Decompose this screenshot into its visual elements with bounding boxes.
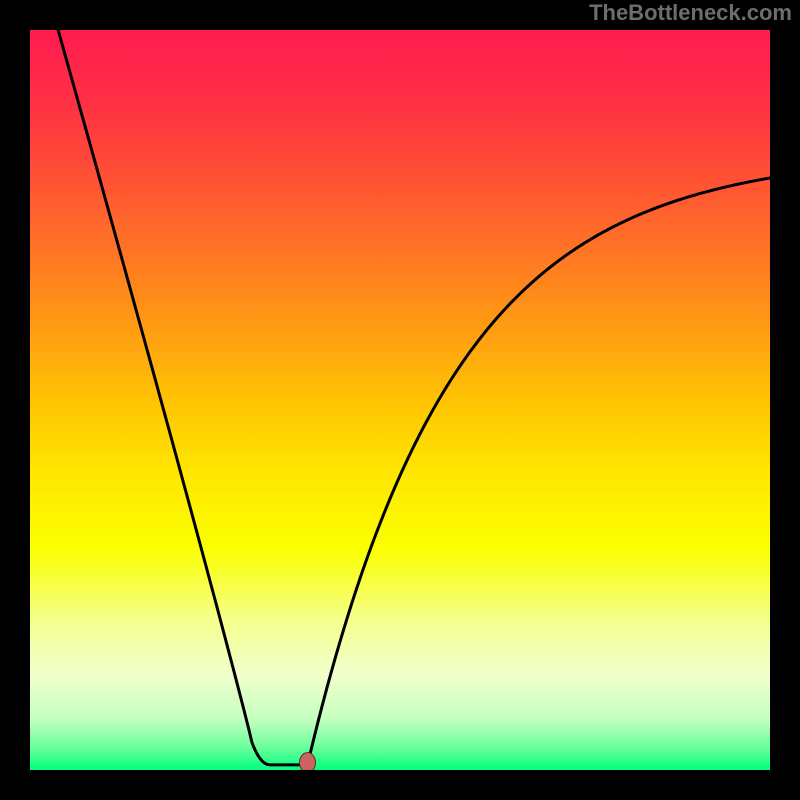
plot-background xyxy=(30,30,770,770)
plot-area xyxy=(30,30,770,770)
chart-container: TheBottleneck.com xyxy=(0,0,800,800)
plot-svg xyxy=(30,30,770,770)
watermark-text: TheBottleneck.com xyxy=(589,0,792,26)
optimum-marker xyxy=(300,753,316,770)
